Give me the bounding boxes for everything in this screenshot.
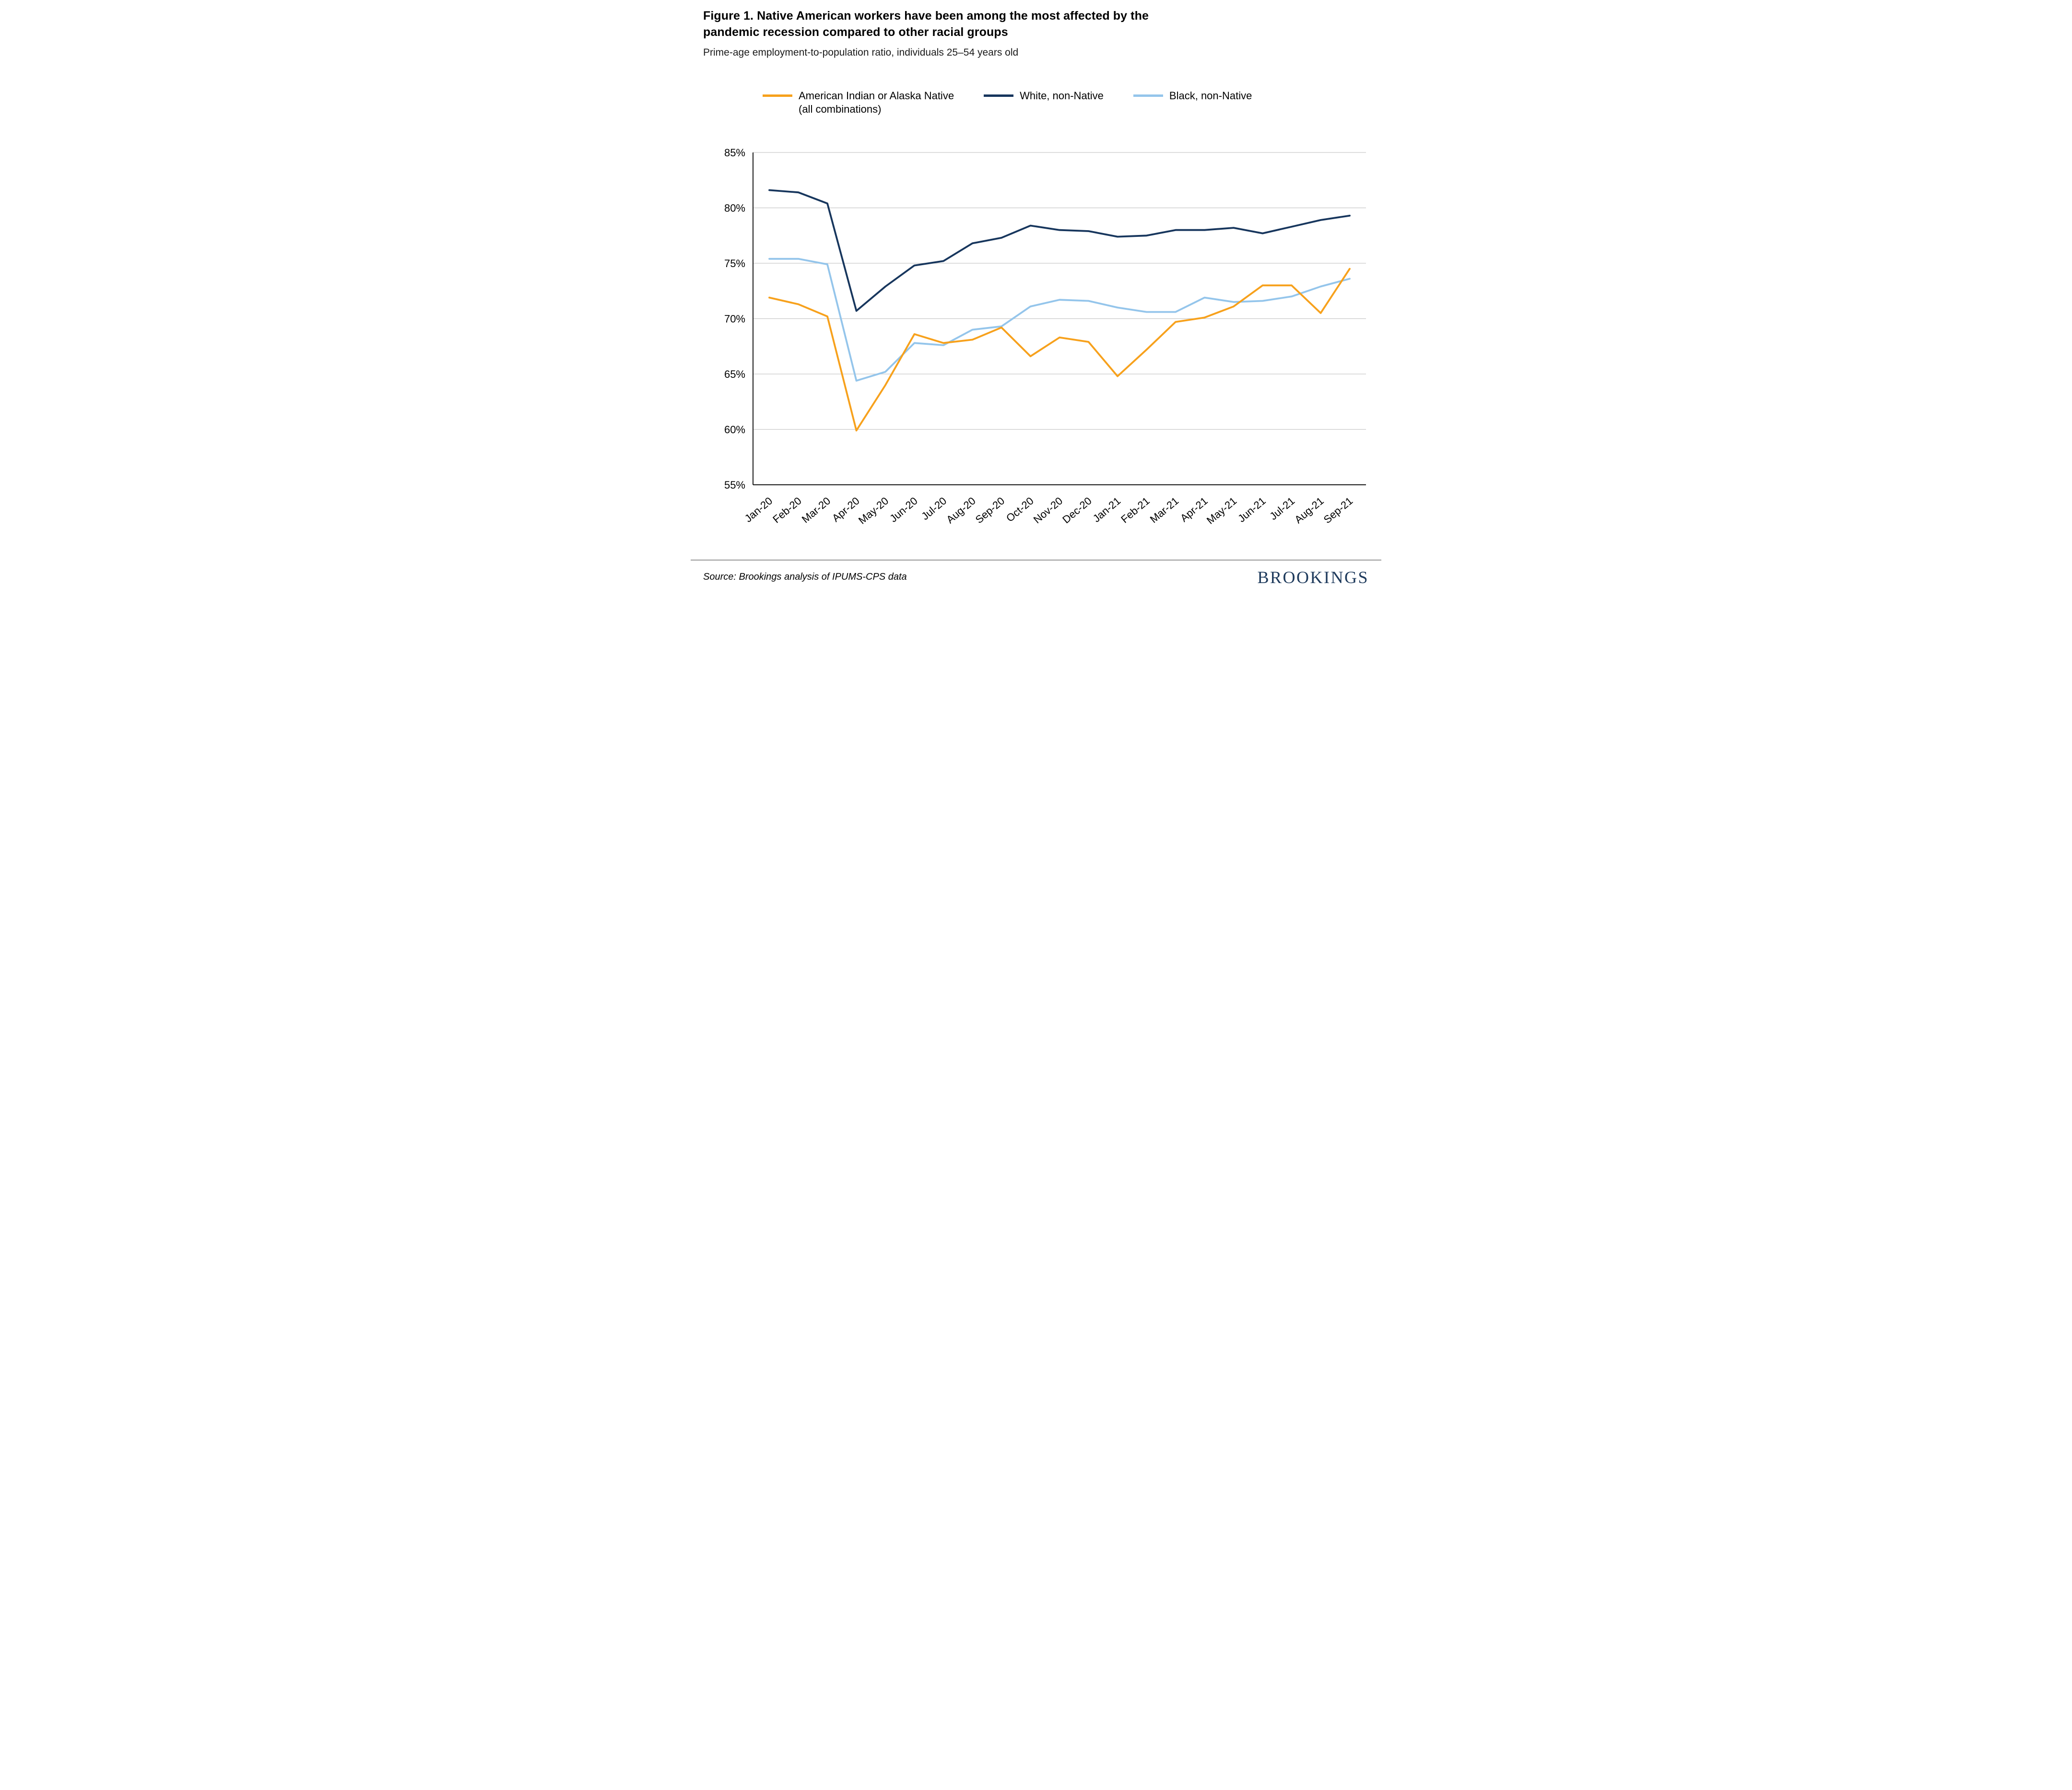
- x-tick-label-Jan-20: Jan-20: [742, 495, 775, 525]
- legend-swatch-white-non-native: [984, 94, 1014, 97]
- x-tick-label-Oct-20: Oct-20: [1004, 495, 1036, 525]
- x-tick-label-Aug-21: Aug-21: [1292, 495, 1326, 526]
- x-tick-label-Jun-20: Jun-20: [887, 495, 920, 525]
- y-tick-label-80: 80%: [724, 202, 745, 214]
- legend-label-aian: American Indian or Alaska Native (all co…: [799, 90, 954, 115]
- legend-label-white-non-native: White, non-Native: [1020, 90, 1104, 102]
- x-tick-label-Feb-21: Feb-21: [1118, 495, 1152, 526]
- legend-swatch-aian: [763, 94, 792, 97]
- x-tick-label-May-20: May-20: [856, 495, 891, 526]
- y-tick-label-75: 75%: [724, 257, 745, 269]
- y-tick-label-70: 70%: [724, 313, 745, 325]
- x-tick-label-Mar-21: Mar-21: [1148, 495, 1181, 526]
- x-tick-label-Mar-20: Mar-20: [800, 495, 833, 526]
- figure-subtitle: Prime-age employment-to-population ratio…: [703, 47, 1019, 58]
- x-tick-label-Apr-21: Apr-21: [1178, 495, 1210, 525]
- y-tick-label-85: 85%: [724, 147, 745, 159]
- legend-item-white-non-native: White, non-Native: [984, 89, 1104, 103]
- chart-legend: American Indian or Alaska Native (all co…: [763, 89, 1381, 116]
- series-line-aian: [768, 268, 1351, 432]
- series-line-white-non-native: [768, 189, 1351, 312]
- x-tick-label-May-21: May-21: [1204, 495, 1239, 526]
- x-tick-label-Jun-21: Jun-21: [1236, 495, 1268, 525]
- x-tick-label-Nov-20: Nov-20: [1031, 495, 1065, 526]
- figure-title: Figure 1. Native American workers have b…: [703, 9, 1149, 39]
- x-tick-label-Sep-20: Sep-20: [973, 495, 1007, 526]
- chart-area: 55% 60% 65% 70% 75% 80% 85% Jan-20 Feb-20 Mar-20 A…: [691, 125, 1381, 549]
- x-tick-label-Apr-20: Apr-20: [830, 495, 862, 525]
- legend-item-aian: American Indian or Alaska Native (all co…: [763, 89, 954, 116]
- figure-header: Figure 1. Native American workers have b…: [691, 0, 1381, 59]
- footer-divider: [691, 560, 1381, 561]
- series-line-black-non-native: [768, 257, 1351, 382]
- legend-label-black-non-native: Black, non-Native: [1169, 90, 1252, 102]
- brookings-logo: BROOKINGS: [1257, 567, 1369, 587]
- x-tick-label-Feb-20: Feb-20: [770, 495, 803, 526]
- x-tick-label-Dec-20: Dec-20: [1060, 495, 1094, 526]
- x-tick-label-Sep-21: Sep-21: [1321, 495, 1355, 526]
- line-chart: 55%60%65%70%75%80%85%Jan-20Feb-20Mar-20A…: [724, 147, 1366, 526]
- y-tick-label-55: 55%: [724, 479, 745, 491]
- legend-item-black-non-native: Black, non-Native: [1133, 89, 1252, 103]
- x-tick-label-Jan-21: Jan-21: [1091, 495, 1123, 525]
- figure-footer: Source: Brookings analysis of IPUMS-CPS …: [691, 561, 1381, 587]
- figure-container: Figure 1. Native American workers have b…: [691, 0, 1381, 597]
- y-tick-label-65: 65%: [724, 368, 745, 380]
- legend-swatch-black-non-native: [1133, 94, 1163, 97]
- y-tick-label-60: 60%: [724, 424, 745, 436]
- source-note: Source: Brookings analysis of IPUMS-CPS …: [703, 572, 907, 582]
- x-tick-label-Jul-21: Jul-21: [1267, 495, 1297, 523]
- x-tick-label-Aug-20: Aug-20: [944, 495, 977, 526]
- x-tick-label-Jul-20: Jul-20: [919, 495, 949, 523]
